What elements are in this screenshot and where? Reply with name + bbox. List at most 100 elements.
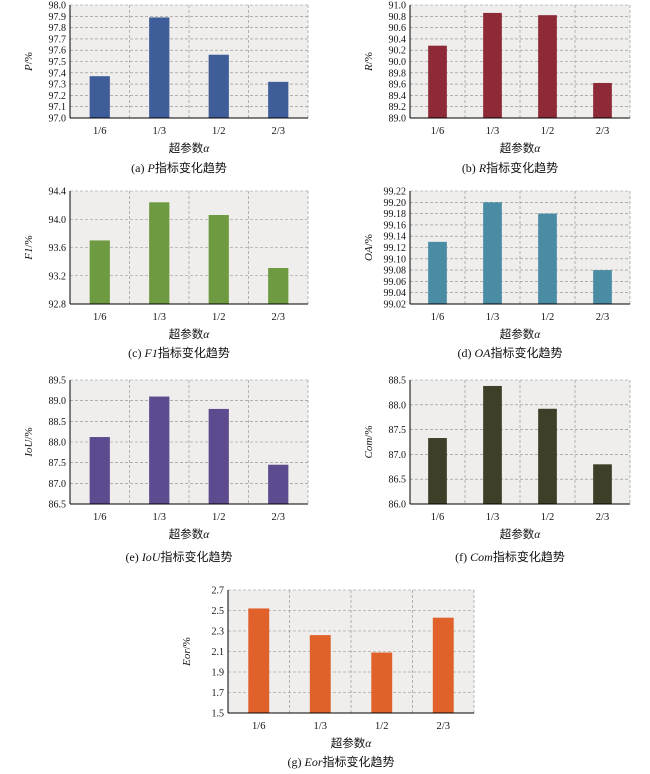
y-tick-label: 1.9 — [212, 668, 225, 679]
y-tick-label: 93.2 — [49, 271, 67, 282]
caption-var: IoU — [141, 550, 162, 564]
x-tick-label: 1/3 — [153, 126, 166, 137]
y-axis-unit: /% — [23, 52, 35, 64]
x-axis-title: 超参数α — [500, 141, 542, 155]
x-tick-label: 1/6 — [431, 312, 444, 323]
y-tick-label: 98.0 — [49, 1, 67, 12]
caption-letter: (g) — [287, 755, 304, 769]
x-axis-prefix: 超参数 — [169, 327, 204, 341]
bar — [538, 15, 557, 119]
y-tick-label: 86.5 — [389, 475, 407, 486]
bar — [593, 270, 612, 304]
y-tick-label: 99.16 — [384, 220, 407, 231]
bar — [483, 202, 502, 304]
chart-b: 89.089.289.489.689.890.090.290.490.690.8… — [363, 1, 631, 175]
y-axis-var: P — [23, 64, 35, 72]
bar — [593, 82, 612, 118]
x-tick-label: 1/3 — [486, 312, 499, 323]
caption-suffix: 指标变化趋势 — [158, 345, 230, 360]
caption-suffix: 指标变化趋势 — [155, 160, 227, 175]
y-tick-label: 97.4 — [49, 68, 67, 79]
bar — [371, 652, 393, 713]
y-tick-label: 2.3 — [212, 627, 225, 638]
caption-letter: (e) — [125, 550, 141, 564]
y-tick-label: 99.20 — [384, 198, 407, 209]
y-tick-label: 90.8 — [389, 12, 407, 23]
bar — [149, 17, 170, 118]
x-tick-label: 1/6 — [252, 721, 265, 732]
y-tick-label: 87.5 — [49, 458, 67, 469]
caption-suffix: 指标变化趋势 — [160, 549, 232, 564]
y-tick-label: 88.0 — [389, 400, 407, 411]
bar — [432, 617, 454, 713]
y-tick-label: 91.0 — [389, 1, 407, 12]
y-tick-label: 89.2 — [389, 102, 407, 113]
x-axis-prefix: 超参数 — [500, 141, 535, 155]
chart-c: 92.893.293.694.094.41/6 1/3 1/2 2/3F1/%超参数α… — [23, 187, 309, 360]
y-tick-label: 97.3 — [49, 80, 67, 91]
caption-suffix: 指标变化趋势 — [493, 549, 565, 564]
x-tick-label: 1/3 — [153, 312, 166, 323]
caption-var: OA — [474, 346, 491, 360]
y-tick-label: 97.8 — [49, 23, 67, 34]
y-tick-label: 99.18 — [384, 209, 407, 220]
bar — [268, 267, 289, 304]
y-tick-label: 97.5 — [49, 57, 67, 68]
y-tick-label: 86.5 — [49, 500, 67, 511]
y-axis-unit: /% — [363, 425, 375, 437]
y-axis-unit: /% — [363, 52, 375, 64]
y-tick-label: 99.10 — [384, 254, 407, 265]
y-tick-label: 94.0 — [49, 215, 67, 226]
x-tick-label: 1/6 — [93, 126, 106, 137]
x-axis-var: α — [365, 738, 372, 750]
y-tick-label: 2.7 — [212, 586, 225, 597]
caption-suffix: 指标变化趋势 — [322, 754, 394, 769]
chart-d: 99.0299.0499.0699.0899.1099.1299.1499.16… — [363, 187, 631, 360]
y-axis-var: Com — [363, 438, 375, 459]
y-axis-title: P/% — [23, 52, 35, 72]
y-tick-label: 86.0 — [389, 500, 407, 511]
x-tick-label: 1/2 — [541, 512, 554, 523]
y-tick-label: 99.06 — [384, 277, 407, 288]
x-axis-var: α — [203, 143, 210, 155]
bar — [309, 635, 331, 713]
y-tick-label: 99.12 — [384, 243, 407, 254]
y-tick-label: 97.9 — [49, 12, 67, 23]
y-tick-label: 89.4 — [389, 91, 407, 102]
y-axis-var: OA — [363, 246, 375, 261]
x-tick-label: 1/3 — [153, 512, 166, 523]
y-axis-title: Com/% — [363, 425, 375, 458]
caption-var: R — [478, 161, 487, 175]
x-tick-label: 1/3 — [314, 721, 327, 732]
x-tick-label: 1/3 — [486, 126, 499, 137]
bar — [428, 438, 447, 504]
y-tick-label: 89.6 — [389, 80, 407, 91]
x-axis-prefix: 超参数 — [500, 327, 535, 341]
chart-caption: (g) Eor指标变化趋势 — [287, 754, 394, 769]
bar — [208, 215, 229, 304]
x-tick-label: 1/6 — [93, 512, 106, 523]
y-tick-label: 97.6 — [49, 46, 67, 57]
caption-var: Eor — [303, 755, 322, 769]
caption-letter: (d) — [457, 346, 474, 360]
chart-caption: (a) P指标变化趋势 — [131, 160, 227, 175]
bar — [89, 76, 110, 118]
x-axis-var: α — [203, 529, 210, 541]
x-tick-label: 1/6 — [93, 312, 106, 323]
x-tick-label: 2/3 — [596, 126, 609, 137]
y-tick-label: 92.8 — [49, 300, 67, 311]
chart-caption: (b) R指标变化趋势 — [462, 160, 558, 175]
x-axis-var: α — [534, 143, 541, 155]
x-tick-label: 2/3 — [272, 312, 285, 323]
caption-letter: (b) — [462, 161, 479, 175]
chart-caption: (e) IoU指标变化趋势 — [125, 549, 232, 564]
y-axis-title: OA/% — [363, 234, 375, 261]
y-tick-label: 87.5 — [389, 425, 407, 436]
chart-caption: (d) OA指标变化趋势 — [457, 345, 562, 360]
chart-g: 1.51.71.92.12.32.52.71/6 1/3 1/2 2/3Eor/%超参… — [181, 586, 475, 769]
bar — [538, 408, 557, 504]
y-axis-var: IoU — [23, 439, 35, 458]
y-tick-label: 87.0 — [389, 450, 407, 461]
y-tick-label: 99.08 — [384, 266, 407, 277]
